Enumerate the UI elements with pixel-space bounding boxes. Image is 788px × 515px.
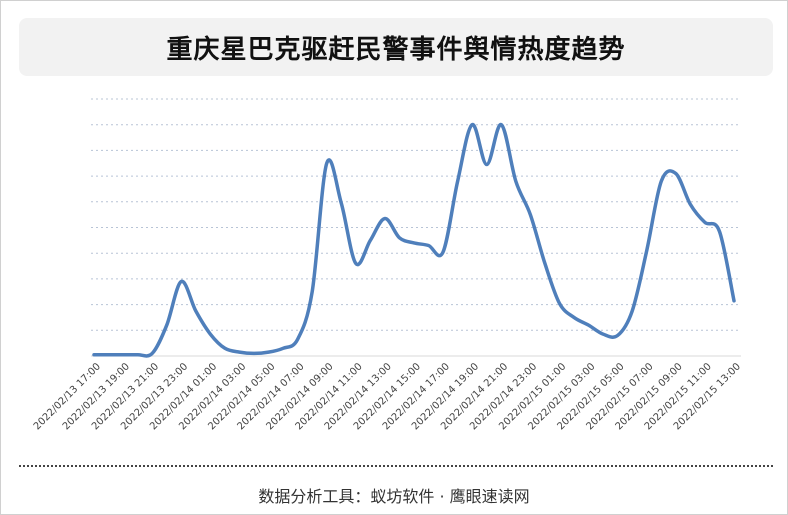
chart-title: 重庆星巴克驱赶民警事件舆情热度趋势: [166, 34, 626, 65]
line: [92, 122, 736, 358]
footer: 数据分析工具：蚁坊软件 · 鹰眼速读网: [258, 487, 530, 506]
title-box: 重庆星巴克驱赶民警事件舆情热度趋势: [19, 18, 773, 76]
divider: [19, 465, 773, 467]
